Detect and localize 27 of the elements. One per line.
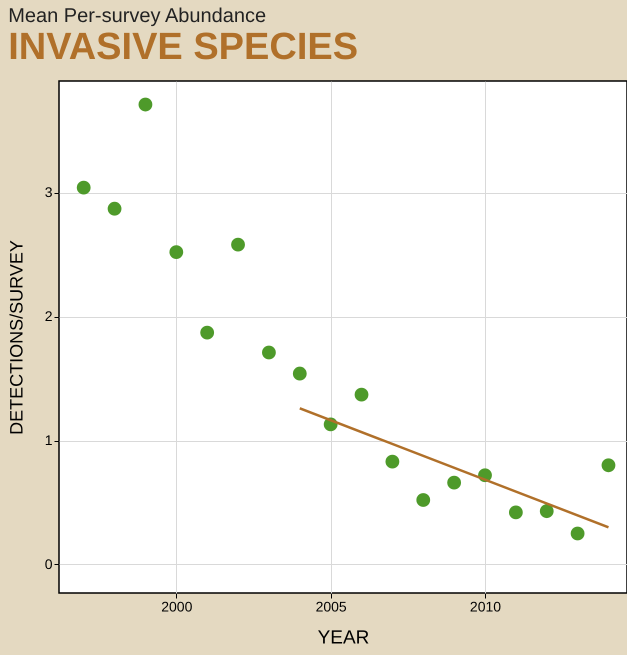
point [200,326,214,340]
y-axis-title: DETECTIONS/SURVEY [6,240,27,435]
y-tick-label: 3 [44,184,53,200]
x-axis-title: YEAR [318,628,370,648]
point [231,238,245,252]
point [447,476,462,490]
point [540,504,554,518]
x-tick-label: 2005 [316,598,347,614]
point [602,458,616,472]
x-tick-label: 2010 [470,598,502,614]
point [354,388,368,402]
y-tick-label: 0 [44,556,53,572]
point [138,98,152,112]
point [76,180,91,194]
chart-title: INVASIVE SPECIES [8,26,358,68]
point [292,366,307,380]
x-tick-label: 2000 [161,598,193,614]
point [416,493,430,507]
chart-subtitle: Mean Per-survey Abundance [8,5,266,27]
point [386,454,400,468]
y-tick-label: 1 [44,432,53,448]
point [108,202,122,216]
point [169,245,184,259]
point [262,346,276,360]
point [508,506,523,520]
y-tick-label: 2 [44,308,53,324]
point [570,526,584,540]
